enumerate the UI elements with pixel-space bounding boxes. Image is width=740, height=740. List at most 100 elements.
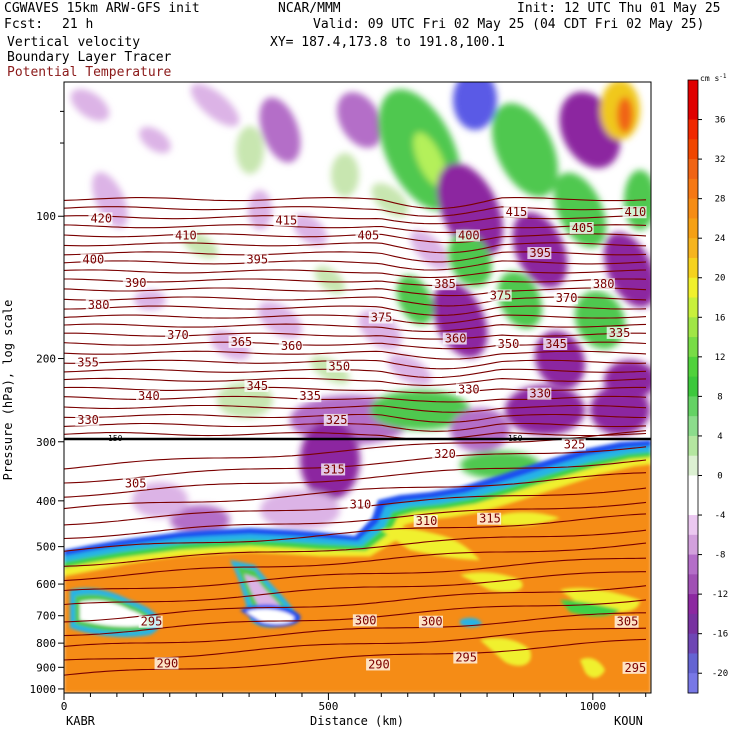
theta-label: 325 (564, 438, 586, 452)
theta-contour (64, 350, 647, 360)
theta-label: 350 (328, 359, 350, 373)
theta-label: 335 (299, 389, 321, 403)
theta-label: 295 (455, 651, 477, 665)
field-vertical-velocity: Vertical velocity (7, 35, 141, 50)
colorbar-swatch (688, 198, 698, 219)
colorbar-swatch (688, 475, 698, 496)
theta-label-bg (244, 379, 269, 392)
tropopause-label: 150 (508, 434, 523, 443)
theta-label-bg (569, 222, 594, 235)
colorbar-swatch (688, 435, 698, 457)
theta-label-bg (590, 278, 615, 291)
valid-time: Valid: 09 UTC Fri 02 May 25 (04 CDT Fri … (313, 17, 705, 32)
theta-contour (64, 377, 647, 386)
theta-label-bg (173, 229, 198, 242)
theta-label-bg (418, 615, 443, 628)
y-tick-label: 800 (36, 637, 56, 650)
plot-frame (63, 81, 652, 694)
theta-label: 395 (246, 253, 268, 267)
theta-contour (64, 368, 647, 379)
theta-label-bg (323, 413, 348, 426)
theta-label: 290 (368, 657, 390, 671)
colorbar-tick-label: -12 (712, 590, 728, 600)
theta-label: 355 (77, 356, 99, 370)
colorbar-swatch (688, 337, 698, 358)
theta-label-bg (543, 338, 568, 351)
theta-label: 340 (138, 389, 160, 403)
theta-contour (64, 359, 647, 370)
theta-contour (64, 314, 647, 325)
theta-label-bg (278, 340, 303, 353)
theta-label-bg (432, 278, 457, 291)
theta-label: 360 (281, 339, 303, 353)
theta-contour (64, 278, 647, 287)
colorbar-swatch (688, 554, 698, 575)
theta-label-bg (413, 515, 438, 528)
theta-contour (64, 269, 647, 279)
x-axis: 0 500 1000 (61, 693, 647, 713)
y-tick-label: 1000 (30, 683, 57, 696)
colorbar-swatch (688, 317, 698, 338)
theta-label: 300 (355, 613, 377, 627)
theta-label: 315 (323, 462, 345, 476)
colorbar-swatch (688, 376, 698, 397)
theta-label-bg (138, 615, 163, 628)
cross-section-coords: XY= 187.4,173.8 to 191.8,100.1 (270, 35, 505, 50)
y-tick-label: 300 (36, 436, 56, 449)
left-station-label: KABR (66, 714, 96, 728)
forecast-label: Fcst: (4, 17, 44, 32)
theta-label-bg (75, 356, 100, 369)
theta-label-bg (622, 661, 647, 674)
theta-contour (64, 215, 646, 225)
colorbar-swatch (688, 277, 698, 299)
theta-label-bg (366, 658, 391, 671)
colorbar-swatch (688, 495, 698, 516)
theta-label: 420 (90, 211, 112, 225)
x-axis-title: Distance (km) (310, 714, 404, 728)
colorbar-swatch (688, 396, 698, 417)
theta-label-bg (442, 332, 467, 345)
theta-label-bg (487, 289, 512, 302)
theta-label: 400 (458, 229, 480, 243)
theta-label: 295 (625, 661, 647, 675)
model-title: CGWAVES 15km ARW-GFS init (4, 1, 200, 16)
theta-label-bg (154, 657, 179, 670)
y-tick-label: 200 (36, 353, 56, 366)
theta-label: 320 (434, 447, 456, 461)
colorbar-swatch (688, 159, 698, 180)
colorbar-units: cm s-1 (700, 73, 727, 83)
colorbar-swatch (688, 455, 698, 476)
theta-contour (64, 287, 647, 297)
theta-label: 305 (617, 615, 639, 629)
y-tick-label: 500 (36, 541, 56, 554)
theta-label-bg (273, 214, 298, 227)
theta-contour (64, 206, 647, 217)
colorbar-tick-label: -16 (712, 630, 728, 640)
theta-contour (64, 612, 646, 647)
theta-labels: 420 410 415 400 390 395 405 400 415 395 405 410 385 3… (75, 205, 647, 675)
theta-label: 290 (157, 656, 179, 670)
colorbar-swatch (688, 416, 698, 437)
theta-label: 345 (246, 379, 268, 393)
colorbar-tick-label: 28 (715, 195, 726, 205)
theta-label-bg (432, 448, 457, 461)
theta-label: 365 (231, 335, 253, 349)
theta-label: 400 (83, 253, 105, 267)
colorbar-tick-label: 20 (715, 274, 726, 284)
theta-contour (64, 404, 647, 413)
theta-contour (64, 446, 647, 484)
colorbar-tick-label: 32 (715, 155, 726, 165)
x-tick-label: 0 (61, 700, 68, 713)
colorbar-swatch (688, 633, 698, 654)
colorbar-swatch (688, 257, 698, 279)
theta-label: 380 (593, 277, 615, 291)
theta-label-bg (503, 206, 528, 219)
theta-contour (64, 233, 647, 244)
theta-label-bg (453, 651, 478, 664)
theta-label: 330 (77, 413, 99, 427)
theta-label-bg (244, 253, 269, 266)
colorbar-swatch (688, 80, 698, 121)
theta-label-bg (347, 498, 372, 511)
colorbar-frame (687, 79, 699, 694)
